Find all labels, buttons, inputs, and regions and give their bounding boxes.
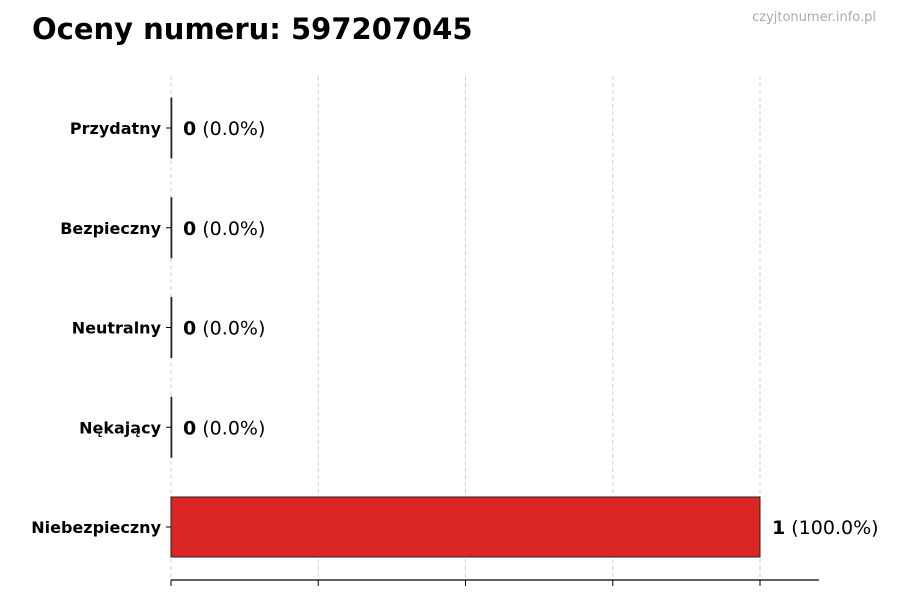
data-label: 0 (0.0%) [183, 218, 265, 240]
chart-title: Oceny numeru: 597207045 [32, 12, 473, 46]
value-count: 0 [183, 218, 196, 240]
category-label: Przydatny [70, 119, 162, 138]
category-label: Niebezpieczny [31, 518, 161, 537]
value-count: 0 [183, 417, 196, 439]
value-percent: (0.0%) [196, 417, 265, 439]
value-percent: (0.0%) [196, 218, 265, 240]
category-label: Bezpieczny [60, 219, 161, 238]
data-label: 0 (0.0%) [183, 118, 265, 140]
bar [170, 396, 173, 458]
value-count: 0 [183, 118, 196, 140]
value-count: 1 [772, 517, 785, 539]
data-label: 0 (0.0%) [183, 318, 265, 340]
bar [170, 97, 173, 159]
bar [170, 197, 173, 259]
data-label: 0 (0.0%) [183, 417, 265, 439]
category-label: Neutralny [72, 319, 162, 338]
category-label: Nękający [79, 418, 161, 437]
data-label: 1 (100.0%) [772, 517, 879, 539]
bar [170, 496, 761, 558]
value-percent: (0.0%) [196, 318, 265, 340]
watermark: czyjtonumer.info.pl [752, 10, 876, 25]
value-percent: (0.0%) [196, 118, 265, 140]
bar [170, 297, 173, 358]
value-count: 0 [183, 318, 196, 340]
value-percent: (100.0%) [785, 517, 878, 539]
